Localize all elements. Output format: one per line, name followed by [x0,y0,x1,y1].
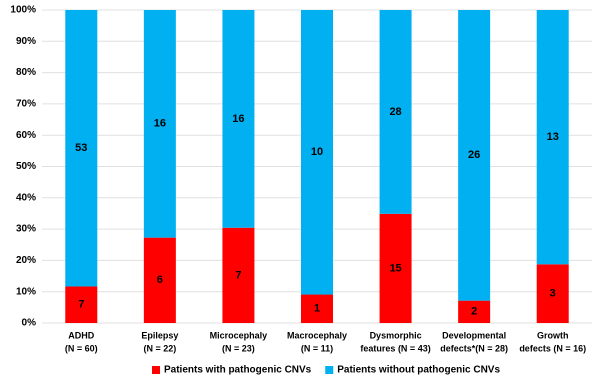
data-label: 7 [78,299,84,311]
x-tick-label: Growth [537,330,569,340]
x-tick-label: Microcephaly [210,330,268,340]
data-label: 3 [550,288,556,300]
x-tick-label: Epilepsy [141,330,178,340]
bar-segment [65,286,98,323]
data-label: 16 [232,113,244,125]
x-tick-label: ADHD [68,330,94,340]
y-tick-label: 70% [16,99,36,110]
x-tick-label: (N = 23) [222,343,255,353]
bar-segment [379,10,412,214]
data-label: 28 [389,106,401,118]
data-label: 13 [547,131,559,143]
y-tick-label: 80% [16,67,36,78]
bar-segment [458,10,491,301]
bar-segment [143,10,176,238]
y-tick-label: 20% [16,255,36,266]
y-tick-label: 10% [16,286,36,297]
data-label: 16 [154,118,166,130]
x-tick-label: (N = 11) [301,343,333,353]
bar-segment [301,294,333,323]
bar-segment [222,227,255,323]
bar-segment [536,10,569,265]
bar-segment [143,237,176,323]
bar-segment [65,10,98,287]
y-tick-label: 50% [16,161,36,172]
data-label: 1 [314,303,320,315]
y-tick-label: 40% [16,192,36,203]
y-tick-label: 60% [16,130,36,141]
legend-label: Patients with pathogenic CNVs [164,365,312,376]
x-tick-label: (N = 60) [65,343,98,353]
bar-segment [301,10,333,295]
y-tick-label: 100% [10,5,36,16]
data-label: 15 [389,262,401,274]
x-tick-label: Dysmorphic [370,330,422,340]
bar-segment [536,264,569,323]
x-tick-label: defects*(N = 28) [440,343,508,353]
data-label: 53 [75,142,87,154]
legend-swatch [325,366,334,374]
data-label: 6 [157,274,163,286]
legend-label: Patients without pathogenic CNVs [337,365,500,376]
data-label: 10 [311,146,323,158]
y-tick-label: 0% [22,318,37,329]
x-tick-label: Developmental [442,330,506,340]
y-tick-label: 90% [16,36,36,47]
bar-segment [379,213,412,323]
x-tick-label: features (N = 43) [360,343,430,353]
data-label: 2 [471,306,477,318]
x-tick-label: Macrocephaly [287,330,347,340]
x-tick-label: (N = 22) [143,343,176,353]
legend-swatch [152,366,160,374]
x-tick-label: defects (N = 16) [519,343,586,353]
data-label: 7 [235,269,241,281]
y-tick-label: 30% [16,224,36,235]
data-label: 26 [468,149,480,161]
bar-segment [222,10,255,228]
bar-segment [458,300,491,323]
